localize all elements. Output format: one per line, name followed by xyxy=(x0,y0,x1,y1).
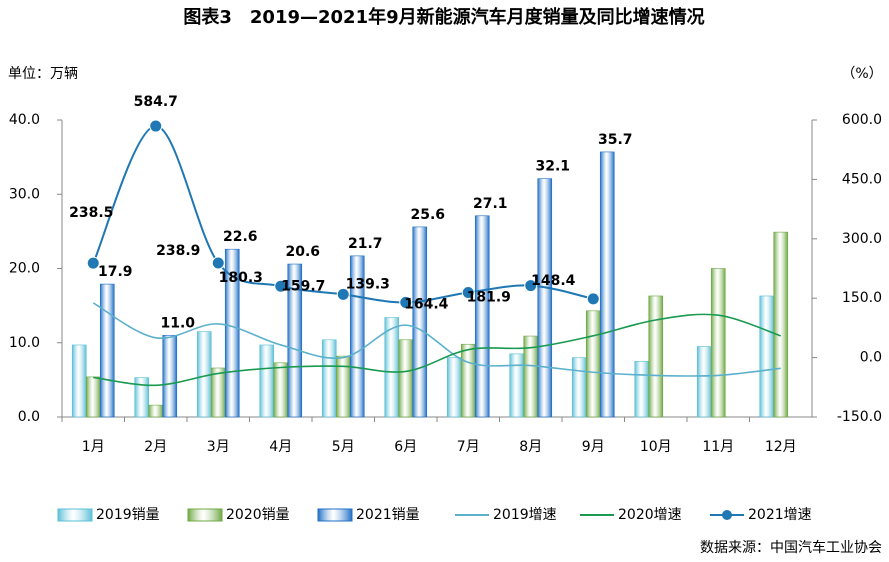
data-label: 20.6 xyxy=(285,244,320,260)
marker xyxy=(149,119,163,133)
marker xyxy=(461,285,475,299)
bar xyxy=(134,377,150,418)
marker xyxy=(211,256,225,270)
bar xyxy=(384,317,400,418)
data-label: 21.7 xyxy=(348,236,383,252)
y2-tick-label: 600.0 xyxy=(842,112,882,128)
legend-label: 2021销量 xyxy=(356,507,420,523)
bar xyxy=(537,178,553,418)
bar xyxy=(398,339,414,418)
bar xyxy=(259,344,275,418)
y-tick-label: 40.0 xyxy=(9,112,40,128)
x-tick-label: 1月 xyxy=(82,439,105,455)
data-label: 22.6 xyxy=(223,229,258,245)
y2-tick-label: -150.0 xyxy=(837,409,882,425)
bar xyxy=(287,263,303,418)
legend-label: 2019增速 xyxy=(493,507,557,523)
data-label: 11.0 xyxy=(160,315,195,331)
x-tick-label: 3月 xyxy=(207,439,230,455)
bar xyxy=(460,343,476,418)
legend-label: 2021增速 xyxy=(748,507,812,523)
bar xyxy=(585,310,601,418)
line xyxy=(93,313,782,387)
bar xyxy=(224,248,240,418)
bar xyxy=(412,226,428,418)
bar xyxy=(509,353,525,418)
data-label: 148.4 xyxy=(531,273,576,289)
bar xyxy=(148,404,164,418)
bar xyxy=(85,376,101,418)
bar xyxy=(210,367,226,418)
y2-tick-label: 450.0 xyxy=(842,171,882,187)
data-label: 584.7 xyxy=(134,94,178,110)
y-tick-label: 0.0 xyxy=(18,409,40,425)
line xyxy=(92,125,594,304)
bar xyxy=(599,151,615,418)
data-label: 35.7 xyxy=(598,132,633,148)
legend-swatch xyxy=(317,508,353,522)
bar xyxy=(571,357,587,418)
x-tick-label: 9月 xyxy=(582,439,605,455)
data-label: 32.1 xyxy=(535,159,570,175)
legend-label: 2020增速 xyxy=(618,507,682,523)
bar xyxy=(321,339,337,418)
marker xyxy=(586,292,600,306)
y-axis-label: 单位：万辆 xyxy=(8,66,78,82)
data-label: 181.9 xyxy=(467,290,511,306)
chart-title: 图表3 2019—2021年9月新能源汽车月度销量及同比增速情况 xyxy=(183,6,704,28)
x-tick-label: 6月 xyxy=(394,439,417,455)
bar xyxy=(273,362,289,418)
bar xyxy=(710,268,726,418)
data-label: 27.1 xyxy=(473,196,508,212)
y-tick-label: 30.0 xyxy=(9,186,40,202)
x-tick-label: 7月 xyxy=(457,439,480,455)
data-label: 164.4 xyxy=(404,296,449,312)
data-label: 238.9 xyxy=(156,243,200,259)
legend-swatch xyxy=(57,508,93,522)
y2-tick-label: 300.0 xyxy=(842,231,882,247)
y2-tick-label: 150.0 xyxy=(842,290,882,306)
marker xyxy=(274,279,288,293)
x-tick-label: 4月 xyxy=(269,439,292,455)
bar xyxy=(648,295,664,418)
marker xyxy=(399,295,413,309)
line xyxy=(92,302,781,377)
data-label: 238.5 xyxy=(69,205,113,221)
data-label: 25.6 xyxy=(410,207,445,223)
data-label: 139.3 xyxy=(346,276,390,292)
marker xyxy=(524,279,538,293)
bar xyxy=(162,335,178,418)
data-label: 159.7 xyxy=(281,278,325,294)
y-tick-label: 20.0 xyxy=(9,261,40,277)
bar xyxy=(474,215,490,418)
bar xyxy=(71,344,87,418)
marker xyxy=(86,256,100,270)
data-label: 180.3 xyxy=(219,270,263,286)
x-tick-label: 5月 xyxy=(332,439,355,455)
x-tick-label: 8月 xyxy=(519,439,542,455)
bar xyxy=(99,283,115,418)
legend-swatch xyxy=(187,508,223,522)
bar xyxy=(634,361,650,418)
x-tick-label: 2月 xyxy=(144,439,167,455)
legend-marker xyxy=(722,510,732,520)
y2-tick-label: 0.0 xyxy=(860,350,882,366)
data-label: 17.9 xyxy=(98,264,133,280)
bar xyxy=(773,231,789,418)
bar xyxy=(335,355,351,418)
x-tick-label: 12月 xyxy=(765,439,797,455)
y-tick-label: 10.0 xyxy=(9,335,40,351)
marker xyxy=(336,287,350,301)
bar xyxy=(696,346,712,418)
legend-label: 2019销量 xyxy=(96,507,160,523)
y2-axis-label: （%） xyxy=(841,66,882,82)
bar xyxy=(759,295,775,418)
legend-label: 2020销量 xyxy=(226,507,290,523)
source: 数据来源：中国汽车工业协会 xyxy=(700,539,882,556)
x-tick-label: 11月 xyxy=(702,439,734,455)
bar xyxy=(446,357,462,418)
x-tick-label: 10月 xyxy=(640,439,672,455)
